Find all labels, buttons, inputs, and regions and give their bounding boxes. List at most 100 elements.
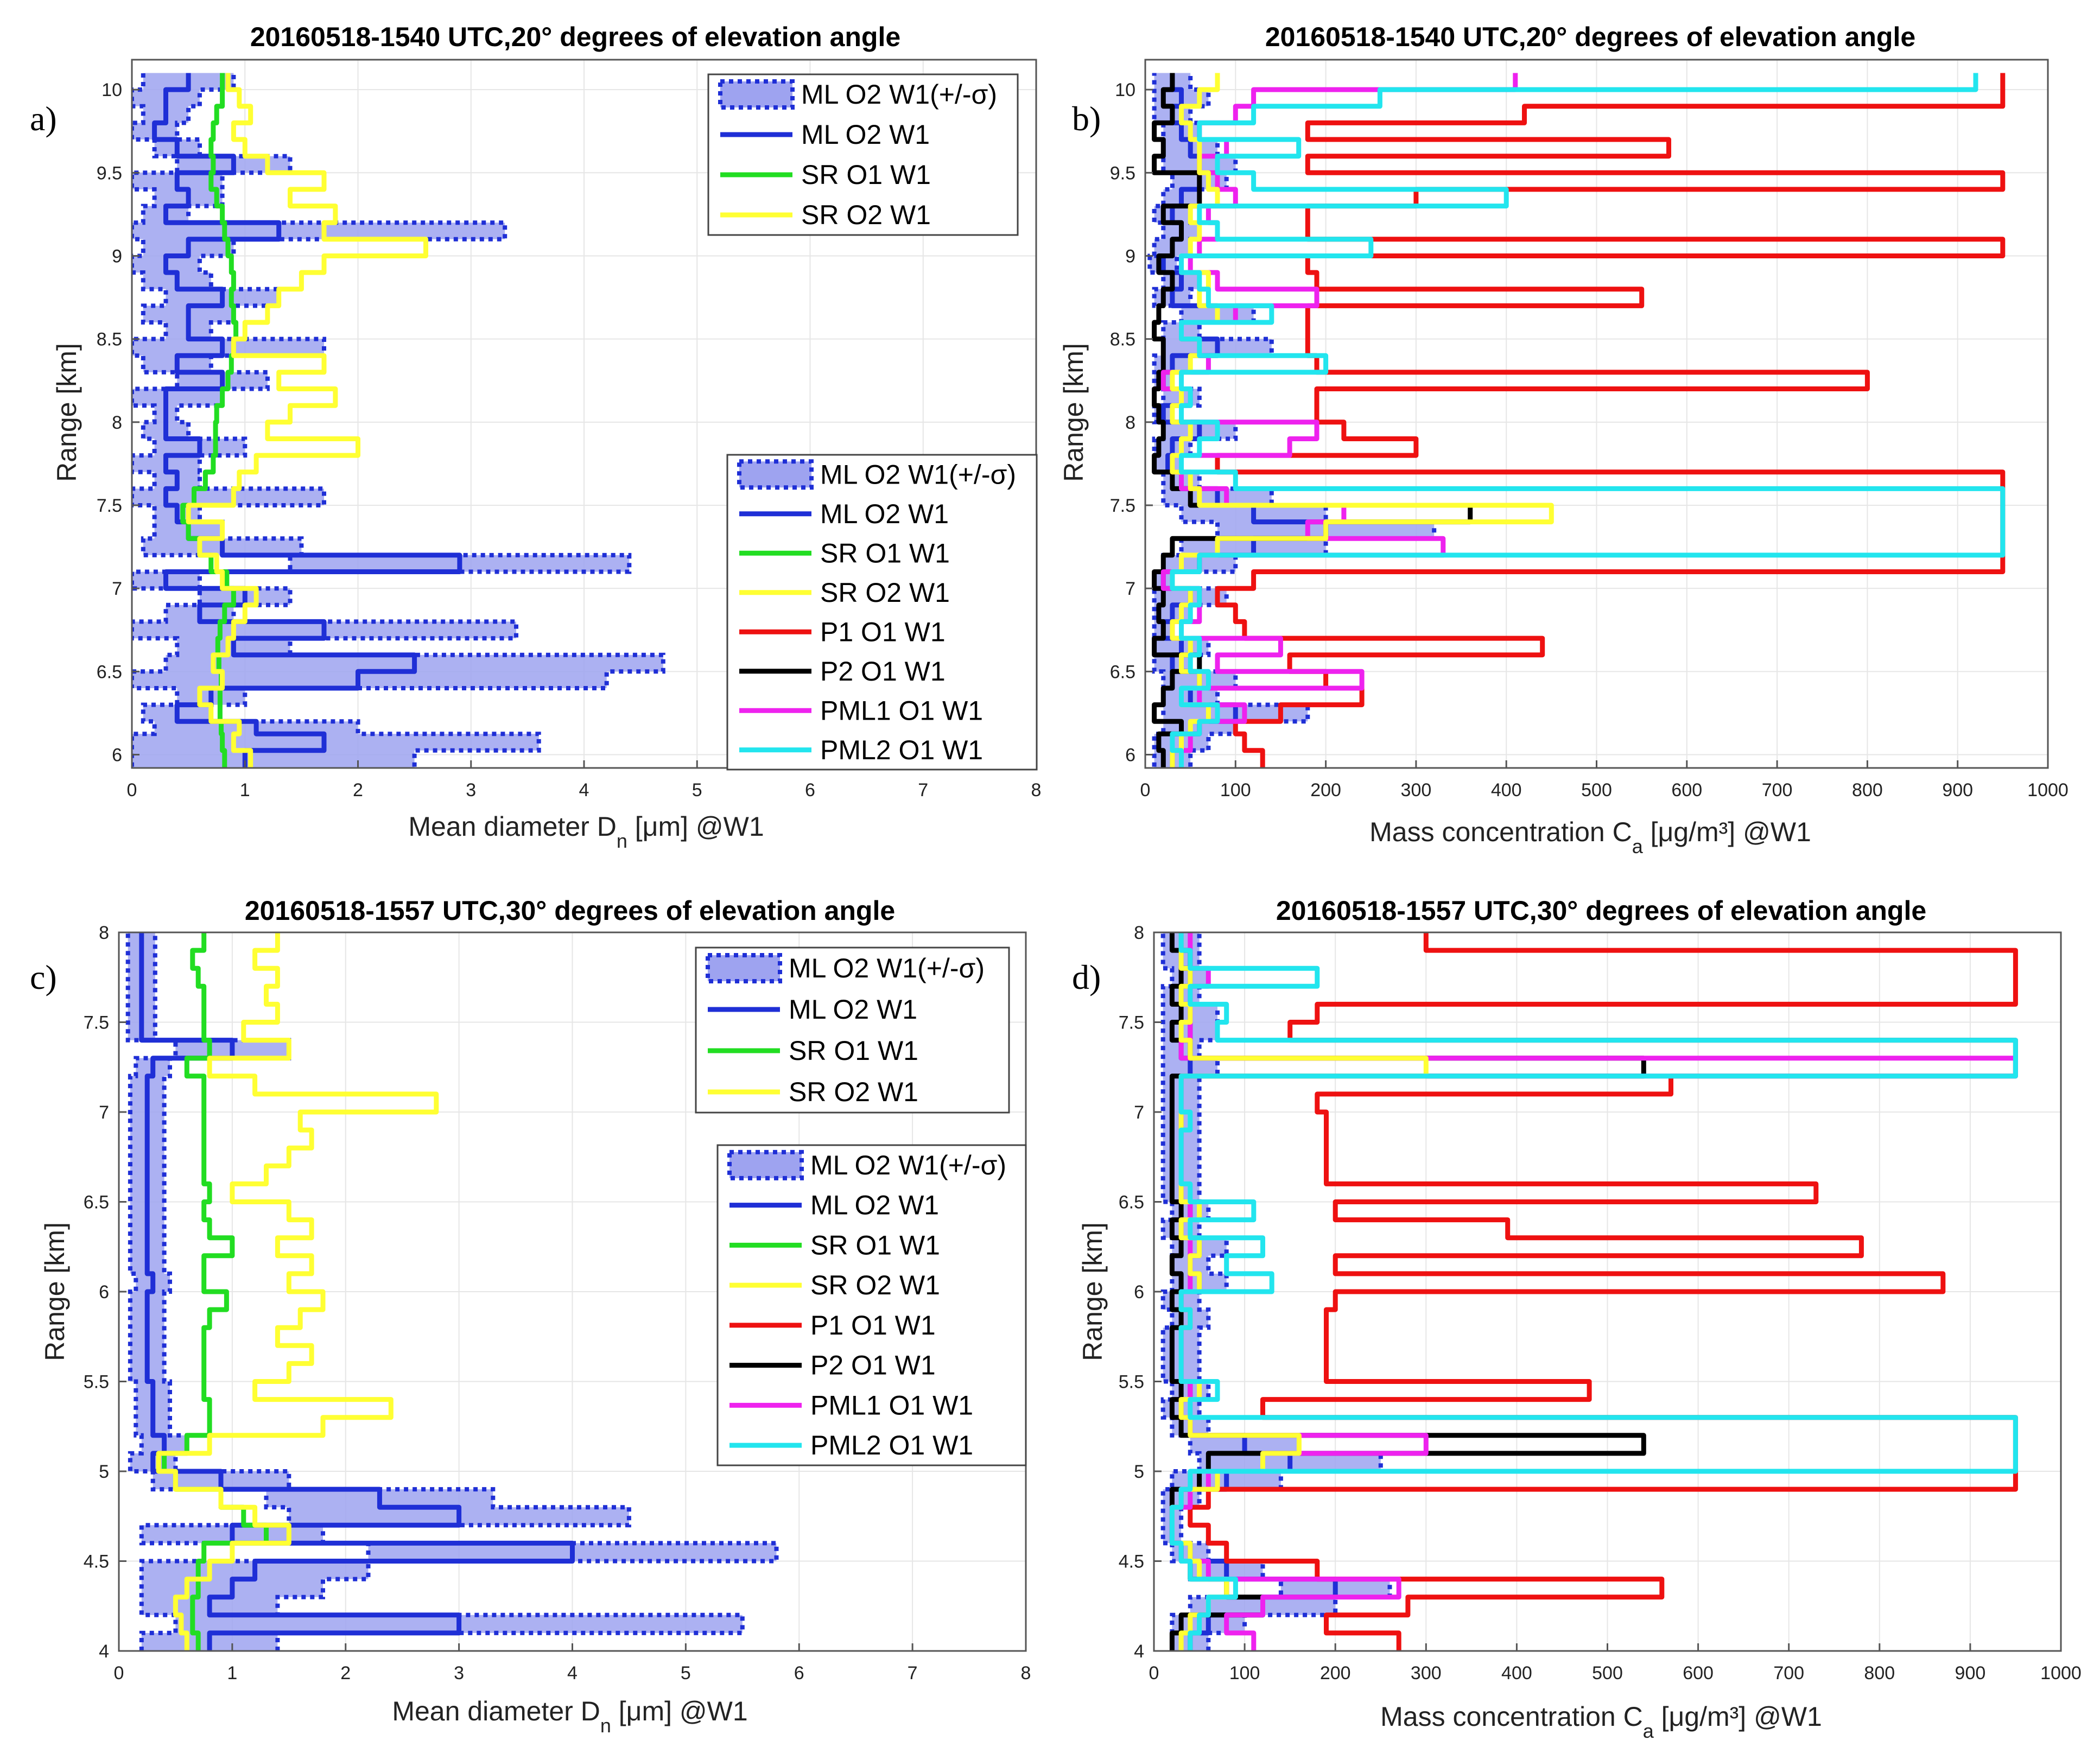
plot-area [1160, 932, 2018, 1651]
x-tick-label: 3 [466, 780, 476, 801]
x-axis-label-unit: [μg/m³] @W1 [1643, 817, 1811, 847]
x-tick-label: 6 [805, 780, 815, 801]
y-tick-label: 9 [112, 246, 122, 266]
sr-o2-w1-line [156, 932, 439, 1651]
sr-o2-w1-line [186, 73, 428, 768]
x-axis-label: Mean diameter Dn [μm] @W1 [392, 1696, 747, 1737]
x-tick-label: 300 [1401, 780, 1432, 801]
chart-panel-c: 0 1 2 3 4 5 6 7 8 4 4.5 5 5.5 6 6.5 7 7.5 8 20160518-1557 … [30, 895, 1031, 1737]
y-tick-label: 7.5 [84, 1013, 109, 1033]
x-tick-label: 7 [918, 780, 928, 801]
x-tick-label: 7 [908, 1663, 918, 1684]
sr-o1-w1-line [180, 73, 239, 768]
x-axis-label-unit: [μg/m³] @W1 [1654, 1701, 1822, 1732]
plot-area [125, 932, 779, 1651]
legend-bottom-right: ML O2 W1(+/-σ) ML O2 W1 SR O1 W1 SR O2 W1 P1… [726, 454, 1038, 771]
x-tick-label: 100 [1229, 1663, 1260, 1684]
x-axis-label-subscript: n [617, 830, 627, 852]
x-tick-label: 900 [1942, 780, 1973, 801]
x-tick-label: 500 [1592, 1663, 1623, 1684]
legend-item-label: P1 O1 W1 [820, 617, 946, 647]
ml-sigma-upper-bound [153, 932, 779, 1651]
legend-item-label: ML O2 W1(+/-σ) [789, 953, 985, 983]
x-tick-label: 2 [353, 780, 363, 801]
x-axis-label: Mean diameter Dn [μm] @W1 [408, 811, 764, 852]
y-tick-label: 8 [112, 412, 122, 433]
y-tick-label: 5 [1134, 1462, 1144, 1482]
x-axis-label-unit: [μm] @W1 [627, 811, 764, 842]
y-tick-label: 6 [1125, 745, 1135, 765]
x-tick-label: 1000 [2027, 780, 2069, 801]
y-tick-label: 6.5 [84, 1192, 109, 1213]
y-tick-label: 6 [112, 745, 122, 765]
x-axis-label-main: Mean diameter D [392, 1696, 600, 1726]
x-tick-label: 300 [1411, 1663, 1442, 1684]
legend-top-right: ML O2 W1(+/-σ) ML O2 W1 SR O1 W1 SR O2 W1 [695, 946, 1010, 1114]
y-tick-label: 5 [99, 1462, 109, 1482]
legend-item-label: SR O2 W1 [801, 200, 931, 230]
legend-swatch-band [737, 459, 814, 490]
x-tick-label: 6 [794, 1663, 804, 1684]
legend-item-label: SR O2 W1 [820, 577, 950, 608]
x-tick-label: 900 [1955, 1663, 1986, 1684]
y-tick-label: 10 [101, 80, 122, 100]
y-tick-label: 6.5 [1110, 662, 1135, 682]
y-tick-label: 5.5 [84, 1372, 109, 1393]
x-tick-label: 800 [1864, 1663, 1895, 1684]
legend-item-label: SR O2 W1 [789, 1077, 918, 1107]
legend-item-label: ML O2 W1 [810, 1190, 939, 1221]
x-tick-label: 5 [692, 780, 702, 801]
x-tick-label: 500 [1581, 780, 1612, 801]
x-axis-label-unit: [μm] @W1 [611, 1696, 748, 1726]
panel-label: a) [30, 99, 57, 138]
chart-panel-b: 0 100 200 300 400 500 600 700 800 900 1000 6 6.5 7 7.5… [1058, 22, 2069, 857]
x-tick-label: 200 [1310, 780, 1341, 801]
x-tick-label: 8 [1031, 780, 1042, 801]
x-axis-label-subscript: n [600, 1714, 611, 1737]
legend-item-label: SR O1 W1 [820, 538, 950, 568]
x-tick-label: 8 [1021, 1663, 1031, 1684]
y-tick-label: 5.5 [1119, 1372, 1144, 1393]
x-tick-label: 0 [1140, 780, 1151, 801]
x-tick-label: 400 [1491, 780, 1522, 801]
y-tick-label: 6.5 [97, 662, 122, 682]
y-tick-label: 6 [99, 1282, 109, 1303]
y-tick-label: 9.5 [1110, 163, 1135, 183]
x-tick-label: 5 [681, 1663, 691, 1684]
chart-panel-d: 0 100 200 300 400 500 600 700 800 900 1000 4 4.5 5 5.5… [1072, 895, 2082, 1742]
panel-label: d) [1072, 958, 1101, 996]
chart-panel-a: 0 1 2 3 4 5 6 7 8 6 6.5 7 7.5 8 8.5 9 9.5 10 20160518-1540… [30, 22, 1041, 852]
y-tick-label: 9.5 [97, 163, 122, 183]
legend-swatch-band [727, 1149, 804, 1180]
legend-item-label: ML O2 W1(+/-σ) [820, 459, 1016, 490]
legend-swatch-band [718, 79, 795, 110]
ml-o2-w1-line [139, 932, 575, 1651]
x-tick-label: 3 [454, 1663, 464, 1684]
y-axis-label: Range [km] [40, 1222, 70, 1361]
x-tick-label: 200 [1320, 1663, 1351, 1684]
y-tick-label: 7.5 [1119, 1013, 1144, 1033]
x-tick-label: 0 [114, 1663, 124, 1684]
x-tick-label: 0 [1149, 1663, 1159, 1684]
y-tick-label: 6 [1134, 1282, 1144, 1303]
y-tick-label: 10 [1115, 80, 1135, 100]
legend-item-label: ML O2 W1(+/-σ) [810, 1150, 1006, 1180]
y-axis-label: Range [km] [1077, 1222, 1108, 1361]
y-tick-label: 7.5 [97, 495, 122, 516]
x-axis-label-subscript: a [1643, 1720, 1654, 1742]
legend-item-label: PML1 O1 W1 [810, 1390, 973, 1420]
y-tick-label: 7 [1125, 579, 1135, 599]
plot-area [132, 73, 665, 768]
p2-o1-w1-line [1152, 73, 1473, 768]
y-tick-label: 7 [112, 579, 122, 599]
y-tick-label: 8 [99, 923, 109, 943]
legend-item-label: P2 O1 W1 [820, 656, 946, 687]
x-tick-label: 4 [579, 780, 589, 801]
y-tick-label: 8.5 [97, 329, 122, 350]
legend-item-label: P2 O1 W1 [810, 1350, 936, 1381]
legend-item-label: PML2 O1 W1 [810, 1430, 973, 1460]
ml-sigma-band [1150, 73, 1435, 768]
legend-swatch-band [706, 953, 782, 983]
ml-sigma-lower-bound [132, 73, 293, 768]
